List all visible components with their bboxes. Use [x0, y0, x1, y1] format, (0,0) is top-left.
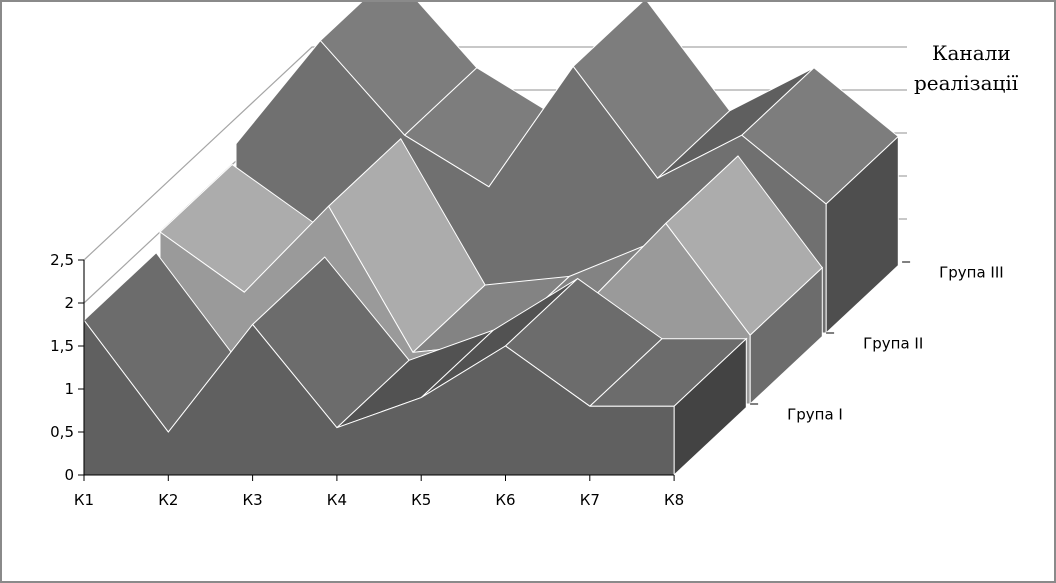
y-tick-label: 1 — [64, 380, 74, 398]
x-tick-label: К2 — [158, 491, 178, 509]
gridline — [83, 46, 907, 261]
series-label: Група I — [787, 406, 843, 424]
x-tick-label: К7 — [580, 491, 600, 509]
y-tick-label: 0 — [64, 466, 74, 484]
y-tick-label: 2,5 — [50, 251, 74, 269]
x-tick-label: К5 — [411, 491, 431, 509]
series-areas — [83, 2, 900, 477]
depth-axis-title-line2: реалізації — [914, 71, 1019, 95]
x-tick-label: К4 — [327, 491, 347, 509]
series-label: Група III — [939, 264, 1004, 282]
series-label: Група II — [863, 335, 923, 353]
axis-labels: Група III Група II Група I 0 0,5 1 1,5 2 2,5 К1 К2… — [50, 251, 1004, 509]
x-tick-label: К3 — [242, 491, 262, 509]
x-tick-label: К1 — [74, 491, 94, 509]
area-front-face — [83, 318, 675, 476]
y-tick-label: 0,5 — [50, 423, 74, 441]
axes — [78, 259, 911, 481]
depth-axis-title-line1: Канали — [932, 41, 1011, 65]
x-tick-label: К8 — [664, 491, 684, 509]
y-tick-label: 1,5 — [50, 337, 74, 355]
y-tick-label: 2 — [64, 294, 74, 312]
x-tick-label: К6 — [495, 491, 515, 509]
